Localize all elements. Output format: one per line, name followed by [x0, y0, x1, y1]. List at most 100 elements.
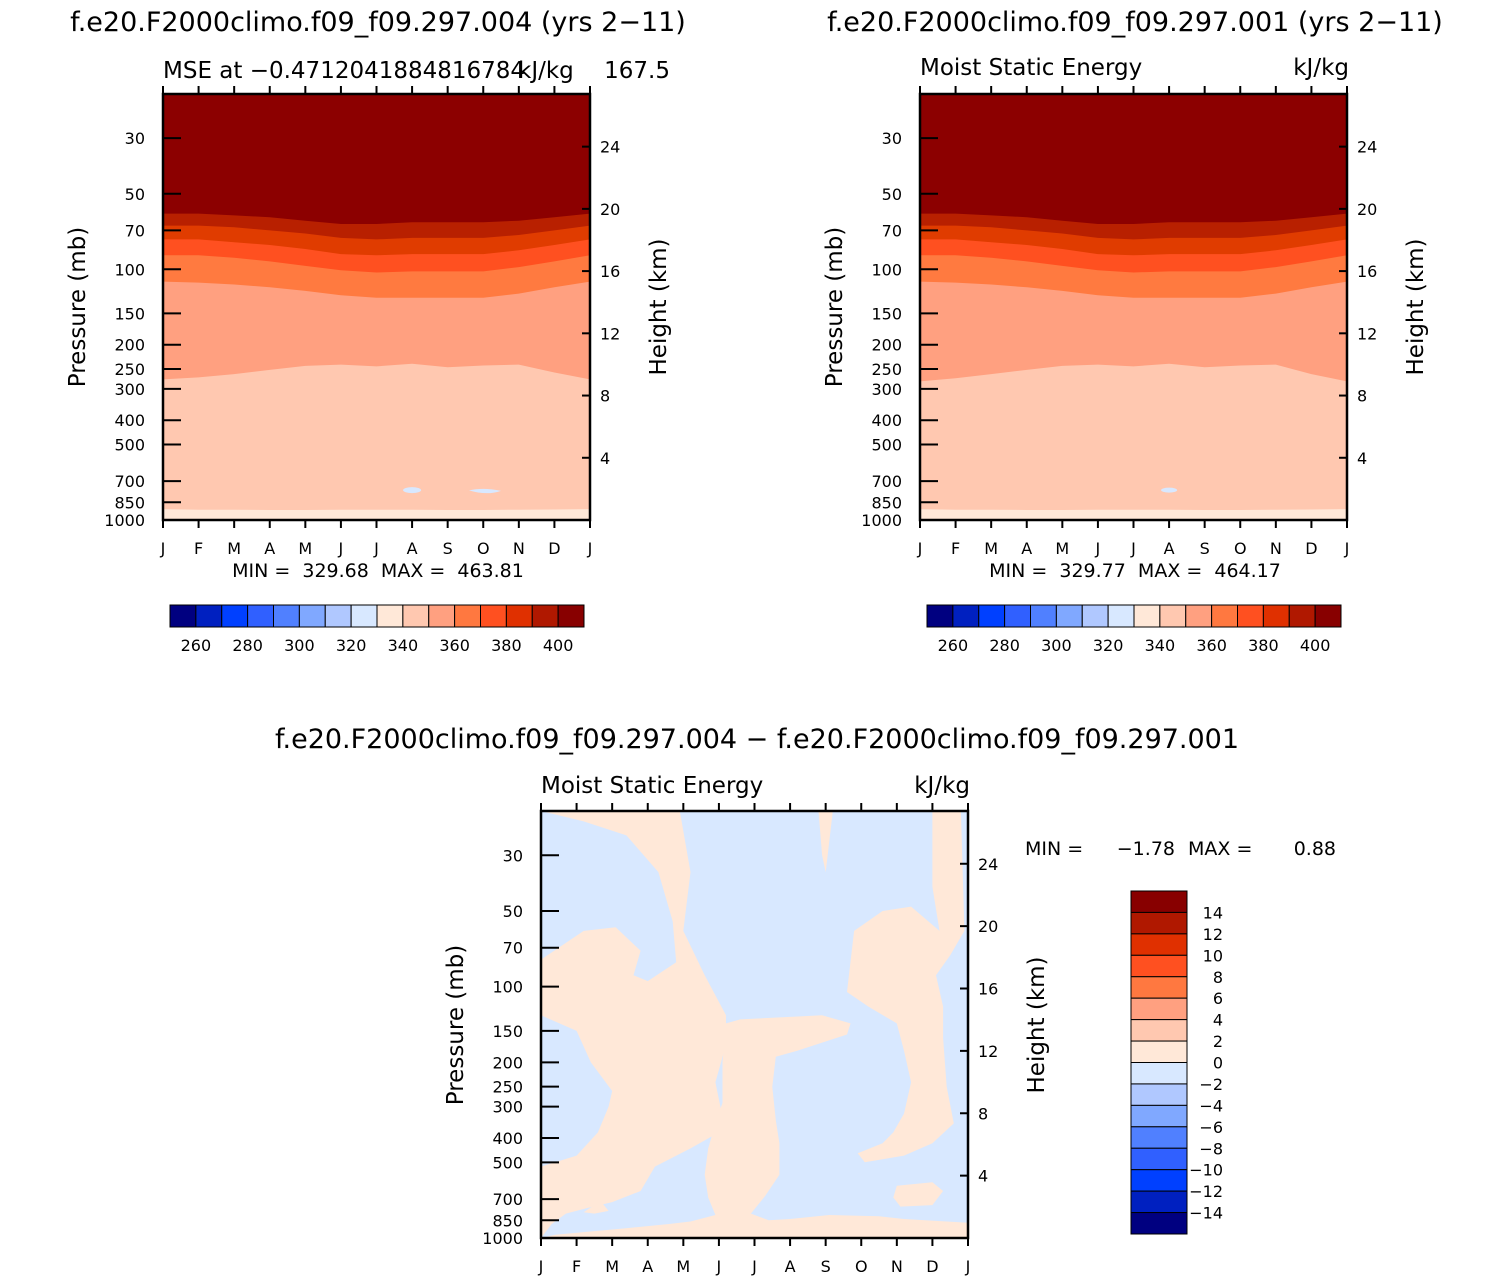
colorbar-swatch [1130, 1169, 1188, 1192]
y2-axis-ticks: 24 20 16 12 8 4 [582, 138, 620, 468]
y2-tick-label: 16 [1357, 262, 1377, 281]
colorbar-swatch [1107, 604, 1135, 628]
colorbar-swatch [454, 604, 481, 628]
panel-difference: f.e20.F2000climo.f09_f09.297.004 − f.e20… [275, 724, 1336, 1276]
negative-patch [403, 487, 422, 494]
colorbar-label: 320 [1093, 636, 1124, 655]
y-tick-label: 400 [492, 1129, 523, 1148]
colorbar-swatch [1185, 604, 1213, 628]
colorbar-label: 280 [232, 636, 263, 655]
y-tick-label: 500 [492, 1153, 523, 1172]
x-tick-label: J [1095, 539, 1101, 558]
x-tick-label: F [951, 539, 960, 558]
y2-tick-label: 24 [1357, 138, 1377, 157]
panel-subtitle-units: kJ/kg [518, 58, 574, 84]
y2-tick-label: 12 [1357, 324, 1377, 343]
colorbar-swatch [1159, 604, 1187, 628]
colorbar-label: 380 [491, 636, 522, 655]
x-tick-label: J [538, 1257, 544, 1276]
x-tick-label: S [443, 539, 453, 558]
y-tick-label: 300 [492, 1098, 523, 1117]
x-tick-label: A [785, 1257, 796, 1276]
y2-tick-label: 8 [978, 1104, 988, 1123]
panel-control-004: f.e20.F2000climo.f09_f09.297.004 (yrs 2−… [65, 7, 686, 655]
x-tick-label: N [1270, 539, 1282, 558]
contour-plot [539, 809, 970, 1240]
x-tick-label: A [642, 1257, 653, 1276]
x-tick-label: J [751, 1257, 757, 1276]
positive-region [847, 811, 965, 1163]
y2-tick-label: 4 [978, 1167, 988, 1186]
colorbar-swatch [1130, 1126, 1188, 1149]
y-tick-label: 30 [503, 846, 523, 865]
colorbar-swatch [169, 604, 197, 628]
positive-region [541, 811, 726, 1238]
x-tick-label: J [965, 1257, 971, 1276]
y-tick-label: 70 [125, 221, 145, 240]
colorbar-swatch [926, 604, 954, 628]
colorbar-swatch [1288, 604, 1316, 628]
max-value: 0.88 [1294, 838, 1336, 860]
colorbar-label: −10 [1189, 1161, 1223, 1180]
colorbar-swatch [531, 604, 559, 628]
min-value: −1.78 [1117, 838, 1175, 860]
x-tick-label: S [1200, 539, 1210, 558]
colorbar-label: 280 [989, 636, 1020, 655]
y-tick-label: 500 [871, 436, 902, 455]
y2-tick-label: 24 [978, 855, 998, 874]
colorbar-swatch [1130, 1190, 1188, 1214]
y-tick-label: 400 [871, 411, 902, 430]
colorbar-swatch [1130, 1083, 1188, 1106]
panel-title: f.e20.F2000climo.f09_f09.297.004 (yrs 2−… [70, 7, 686, 38]
colorbar-label: 14 [1203, 903, 1223, 922]
colorbar-label: 360 [1196, 636, 1227, 655]
x-tick-label: M [298, 539, 312, 558]
y-tick-label: 150 [871, 304, 902, 323]
x-tick-label: D [1305, 539, 1317, 558]
colorbar-label: 340 [388, 636, 419, 655]
x-tick-label: A [1021, 539, 1032, 558]
colorbar-swatch [1081, 604, 1109, 628]
colorbar-label: −2 [1199, 1075, 1223, 1094]
panel-subtitle-value: 167.5 [604, 58, 670, 84]
colorbar-label: −6 [1199, 1118, 1223, 1137]
y-tick-label: 850 [114, 493, 145, 512]
contour-fill-group [163, 94, 590, 520]
x-tick-label: J [716, 1257, 722, 1276]
negative-patch [1161, 487, 1178, 493]
colorbar-swatch [505, 604, 533, 628]
y-tick-label: 1000 [482, 1229, 523, 1248]
x-tick-label: J [1344, 539, 1350, 558]
y-tick-label: 50 [503, 902, 523, 921]
x-tick-label: M [984, 539, 998, 558]
x-tick-label: J [917, 539, 923, 558]
colorbar-label: 260 [181, 636, 212, 655]
contour-band [163, 509, 590, 520]
x-tick-label: A [1164, 539, 1175, 558]
y-tick-label: 150 [114, 304, 145, 323]
y2-tick-label: 16 [978, 980, 998, 999]
min-max-stats: MIN = 329.68 MAX = 463.81 [232, 560, 524, 582]
colorbar-swatch [1130, 933, 1188, 956]
panel-subtitle-units: kJ/kg [1293, 55, 1349, 81]
colorbar-swatch [402, 604, 430, 628]
contour-band [163, 363, 590, 520]
colorbar-swatch [1130, 954, 1188, 978]
colorbar-label: 4 [1213, 1011, 1223, 1030]
x-tick-label: M [227, 539, 241, 558]
x-tick-label: N [891, 1257, 903, 1276]
colorbar-swatch [1130, 911, 1188, 935]
panel-title: f.e20.F2000climo.f09_f09.297.001 (yrs 2−… [827, 7, 1443, 38]
colorbar-label: 300 [284, 636, 315, 655]
colorbar-swatch [376, 604, 404, 628]
y-axis-label: Pressure (mb) [822, 227, 848, 387]
colorbar-label: 0 [1213, 1054, 1223, 1073]
y-tick-label: 250 [114, 360, 145, 379]
colorbar-swatch [1314, 604, 1342, 628]
y-tick-label: 30 [125, 129, 145, 148]
x-tick-label: D [548, 539, 560, 558]
colorbar-swatch [1237, 604, 1264, 628]
max-label: MAX = [1188, 838, 1252, 860]
